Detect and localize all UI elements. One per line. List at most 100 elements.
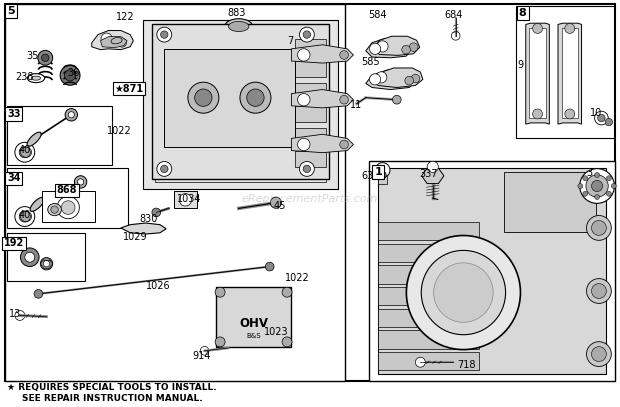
Circle shape xyxy=(68,112,74,118)
Circle shape xyxy=(591,284,606,298)
Text: ★871: ★871 xyxy=(115,84,143,94)
Circle shape xyxy=(19,147,30,158)
Circle shape xyxy=(606,191,611,196)
Polygon shape xyxy=(373,36,420,55)
Circle shape xyxy=(200,346,209,355)
Text: 585: 585 xyxy=(361,57,380,67)
Bar xyxy=(562,28,578,118)
Ellipse shape xyxy=(27,74,45,83)
Polygon shape xyxy=(372,68,423,88)
Text: 1023: 1023 xyxy=(264,327,288,337)
Text: 11: 11 xyxy=(350,100,363,110)
Circle shape xyxy=(43,260,50,267)
Text: 914: 914 xyxy=(192,351,211,361)
Circle shape xyxy=(42,54,49,61)
Text: 1034: 1034 xyxy=(177,194,202,204)
Circle shape xyxy=(379,171,386,179)
Circle shape xyxy=(161,31,168,38)
Text: 13: 13 xyxy=(9,309,22,319)
Ellipse shape xyxy=(225,19,253,34)
Bar xyxy=(378,352,479,370)
Circle shape xyxy=(298,49,310,61)
Circle shape xyxy=(587,279,611,303)
Text: 9: 9 xyxy=(518,60,524,70)
Circle shape xyxy=(15,207,35,226)
Circle shape xyxy=(587,342,611,366)
Circle shape xyxy=(15,311,25,320)
Polygon shape xyxy=(366,70,417,90)
Circle shape xyxy=(377,41,388,52)
Circle shape xyxy=(265,262,274,271)
Circle shape xyxy=(565,109,575,119)
Polygon shape xyxy=(558,23,582,124)
Bar xyxy=(7,106,112,165)
Text: SEE REPAIR INSTRUCTION MANUAL.: SEE REPAIR INSTRUCTION MANUAL. xyxy=(22,394,203,403)
Circle shape xyxy=(303,31,311,38)
Ellipse shape xyxy=(111,37,122,44)
Circle shape xyxy=(152,208,161,217)
Text: 635: 635 xyxy=(361,171,380,181)
Circle shape xyxy=(188,82,219,113)
Bar xyxy=(516,6,614,138)
Bar xyxy=(294,128,326,144)
Text: 45: 45 xyxy=(274,201,286,210)
Text: 238: 238 xyxy=(16,72,34,81)
Polygon shape xyxy=(100,37,127,48)
Circle shape xyxy=(591,180,603,192)
Circle shape xyxy=(586,175,608,197)
Circle shape xyxy=(195,89,212,106)
Circle shape xyxy=(433,263,493,322)
Polygon shape xyxy=(526,23,549,124)
Circle shape xyxy=(605,118,613,126)
Circle shape xyxy=(247,89,264,106)
Circle shape xyxy=(340,140,348,149)
Text: 40: 40 xyxy=(19,210,31,220)
Bar xyxy=(378,287,479,305)
Circle shape xyxy=(74,176,87,188)
Text: 883: 883 xyxy=(228,8,246,18)
Bar xyxy=(294,106,326,122)
Circle shape xyxy=(591,221,606,235)
Text: 122: 122 xyxy=(116,12,135,22)
Text: 3: 3 xyxy=(586,168,592,178)
Circle shape xyxy=(61,201,75,214)
Text: 40: 40 xyxy=(19,145,31,155)
Bar xyxy=(7,233,85,281)
Circle shape xyxy=(611,184,616,188)
Bar xyxy=(378,243,479,262)
Circle shape xyxy=(298,138,310,151)
Bar xyxy=(378,168,606,374)
Circle shape xyxy=(375,163,390,177)
Circle shape xyxy=(118,38,126,47)
Circle shape xyxy=(402,45,410,54)
Polygon shape xyxy=(291,134,353,153)
Text: 33: 33 xyxy=(7,109,20,119)
Text: 192: 192 xyxy=(4,239,24,248)
Circle shape xyxy=(376,72,387,83)
Bar xyxy=(378,265,479,284)
Circle shape xyxy=(451,31,460,40)
Circle shape xyxy=(78,179,84,185)
Bar xyxy=(5,4,345,381)
Circle shape xyxy=(157,27,172,42)
Bar xyxy=(504,172,596,232)
Bar xyxy=(529,28,546,118)
Circle shape xyxy=(406,236,520,350)
Bar xyxy=(294,61,326,77)
Text: 36: 36 xyxy=(67,68,79,78)
Circle shape xyxy=(598,114,605,122)
Circle shape xyxy=(101,33,112,44)
Circle shape xyxy=(415,357,425,367)
Text: 684: 684 xyxy=(445,11,463,20)
Circle shape xyxy=(533,109,542,119)
Circle shape xyxy=(299,162,314,176)
Circle shape xyxy=(583,176,588,181)
Text: 718: 718 xyxy=(457,361,476,370)
Polygon shape xyxy=(291,90,353,108)
Text: ★ REQUIRES SPECIAL TOOLS TO INSTALL.: ★ REQUIRES SPECIAL TOOLS TO INSTALL. xyxy=(7,383,217,392)
Circle shape xyxy=(533,24,542,33)
Polygon shape xyxy=(92,31,133,50)
Circle shape xyxy=(591,347,606,361)
Circle shape xyxy=(60,66,80,85)
Text: 34: 34 xyxy=(7,173,20,183)
